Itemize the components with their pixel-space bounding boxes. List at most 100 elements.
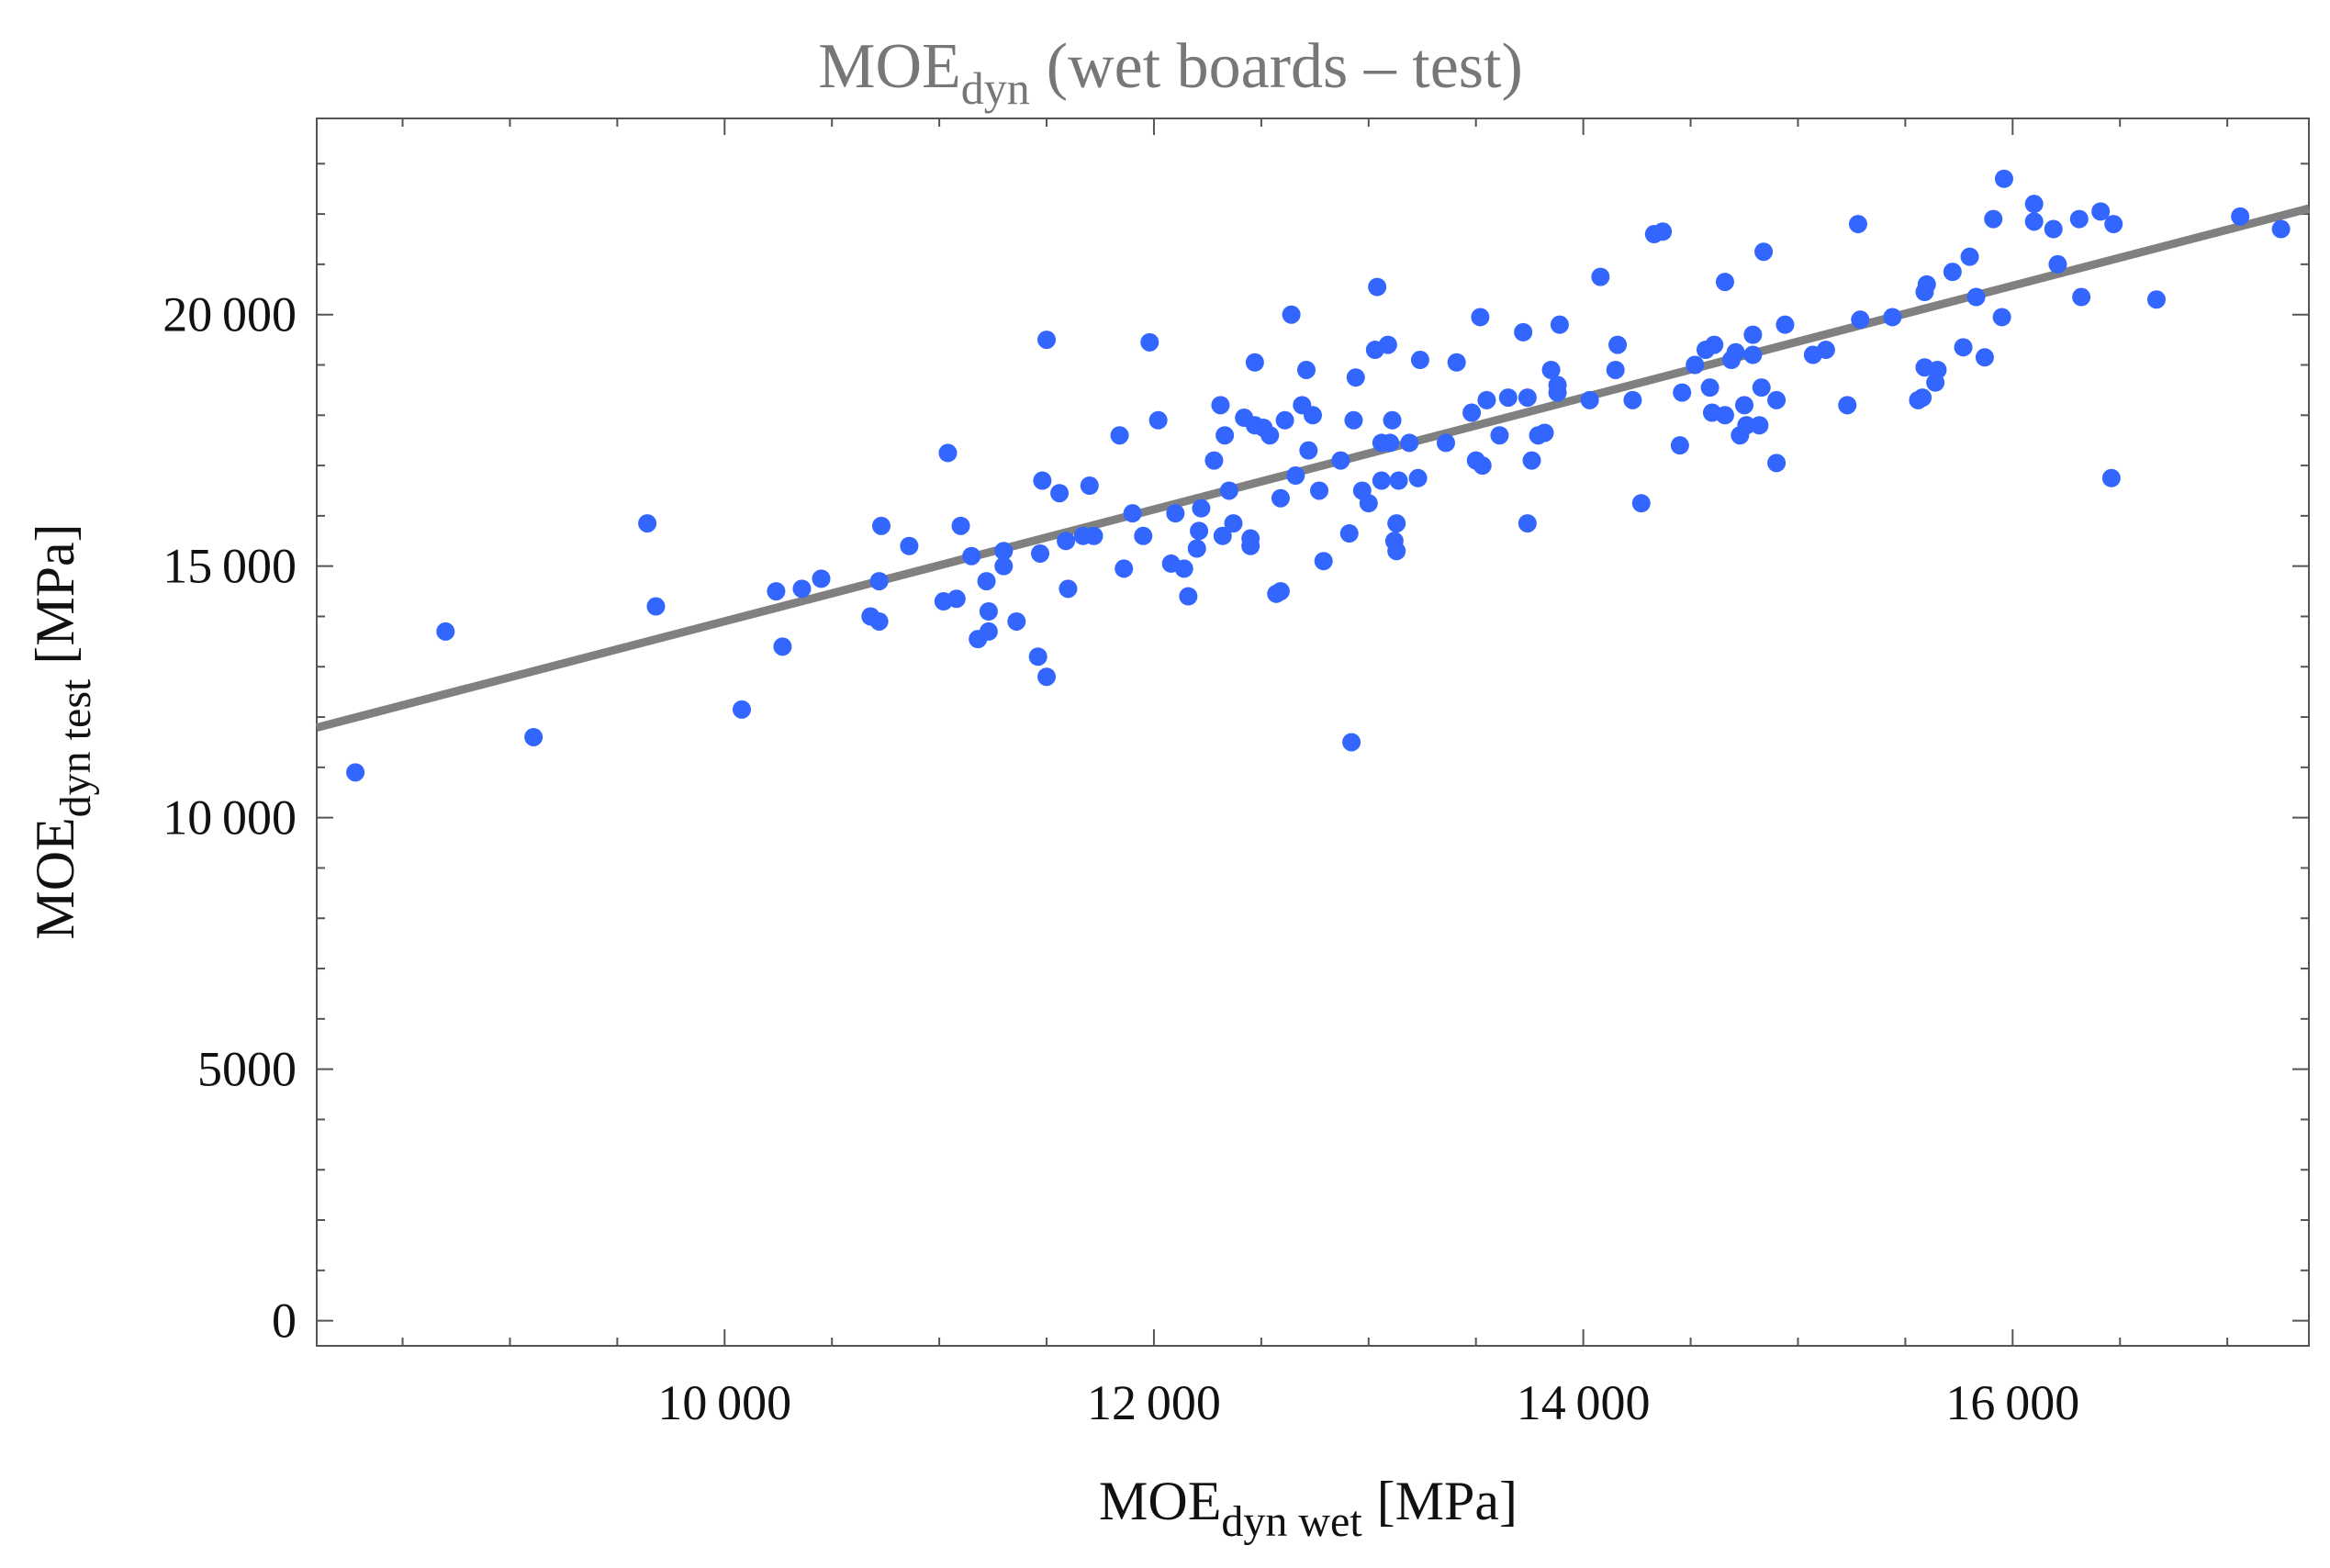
x-tick-label: 10 000 (657, 1375, 791, 1430)
data-point (1134, 526, 1153, 545)
data-point (1059, 579, 1078, 599)
data-point (2231, 207, 2250, 226)
data-point (1580, 390, 1599, 409)
data-point (1123, 504, 1142, 523)
y-axis-label-sub: dyn test (51, 678, 100, 817)
data-point (1286, 466, 1305, 486)
data-point (346, 763, 365, 782)
data-point (1754, 242, 1774, 262)
data-point (1514, 322, 1533, 342)
data-point (1960, 247, 1979, 266)
data-point (767, 582, 786, 601)
data-point (1954, 338, 1973, 357)
data-point (1245, 353, 1264, 372)
data-point (1975, 348, 1994, 367)
x-axis-label-sub: dyn wet (1221, 1497, 1362, 1546)
fit-layer (315, 204, 2311, 732)
data-point (1387, 542, 1406, 561)
data-point (1028, 647, 1047, 666)
data-point (1915, 283, 1934, 302)
x-axis-label-main: MOE (1099, 1471, 1221, 1531)
data-point (947, 589, 966, 609)
data-point (2048, 254, 2067, 274)
chart-title-suffix: (wet boards – test) (1047, 31, 1523, 102)
data-point (938, 443, 958, 463)
data-point (1115, 559, 1134, 578)
data-point (1994, 169, 2013, 188)
x-axis-label: MOEdyn wet [MPa] (1099, 1471, 1518, 1546)
data-point (1031, 543, 1050, 563)
x-axis-label-unit: [MPa] (1377, 1471, 1518, 1531)
data-point (1518, 388, 1537, 408)
data-point (1241, 536, 1260, 555)
data-point (1400, 433, 1419, 453)
data-point (1187, 539, 1206, 558)
data-point (2044, 219, 2063, 239)
data-point (1007, 611, 1026, 631)
data-point (1705, 335, 1724, 354)
data-point (1943, 263, 1962, 282)
data-point (1190, 521, 1209, 541)
data-point (2104, 215, 2123, 234)
chart-title-sub: dyn (961, 62, 1030, 114)
data-point (2069, 209, 2089, 229)
data-point (1631, 494, 1651, 513)
y-axis-label-unit: [MPa] (25, 523, 85, 664)
data-point (524, 727, 543, 746)
data-point (646, 597, 666, 616)
data-point (1275, 410, 1294, 430)
data-point (900, 536, 919, 555)
data-point (2091, 202, 2111, 221)
data-point (1776, 315, 1795, 334)
data-point (951, 516, 970, 535)
data-point (1339, 524, 1359, 543)
data-point (1767, 454, 1787, 473)
data-point (869, 611, 889, 631)
data-point (1192, 498, 1211, 518)
data-point (436, 622, 455, 641)
data-point (1447, 353, 1466, 372)
data-point (1299, 441, 1318, 460)
data-point (1408, 468, 1428, 487)
data-point (869, 572, 889, 591)
data-point (1883, 308, 1902, 327)
data-point (1211, 396, 1230, 415)
data-point (962, 546, 981, 566)
data-point (1378, 335, 1397, 354)
plot-frame (316, 118, 2310, 1347)
data-point (1653, 222, 1673, 241)
data-point (1913, 388, 1932, 408)
data-point (1359, 494, 1378, 513)
y-tick-label: 10 000 (162, 790, 297, 846)
chart-title-main: MOE (818, 31, 961, 102)
data-point (1057, 532, 1076, 551)
data-point (979, 601, 998, 621)
data-point (1737, 416, 1756, 435)
data-point (1204, 451, 1224, 470)
data-point (1037, 330, 1057, 350)
data-point (1050, 484, 1070, 503)
data-point (1715, 406, 1734, 425)
data-point (1174, 559, 1193, 578)
x-tick-label: 16 000 (1945, 1375, 2079, 1430)
ticks-layer (317, 118, 2309, 1346)
data-point (1591, 267, 1610, 286)
data-point (1271, 488, 1290, 508)
data-point (1080, 476, 1099, 496)
data-point (812, 569, 831, 588)
data-point (1518, 514, 1537, 533)
data-point (1743, 325, 1763, 344)
data-point (1541, 360, 1561, 379)
data-point (2271, 219, 2291, 239)
data-point (1750, 416, 1769, 435)
data-point (792, 579, 812, 599)
data-point (1260, 426, 1280, 445)
data-point (1383, 410, 1402, 430)
data-point (1344, 410, 1363, 430)
data-point (2101, 468, 2121, 487)
data-point (1148, 410, 1168, 430)
data-point (1498, 388, 1518, 408)
data-point (2024, 195, 2044, 214)
